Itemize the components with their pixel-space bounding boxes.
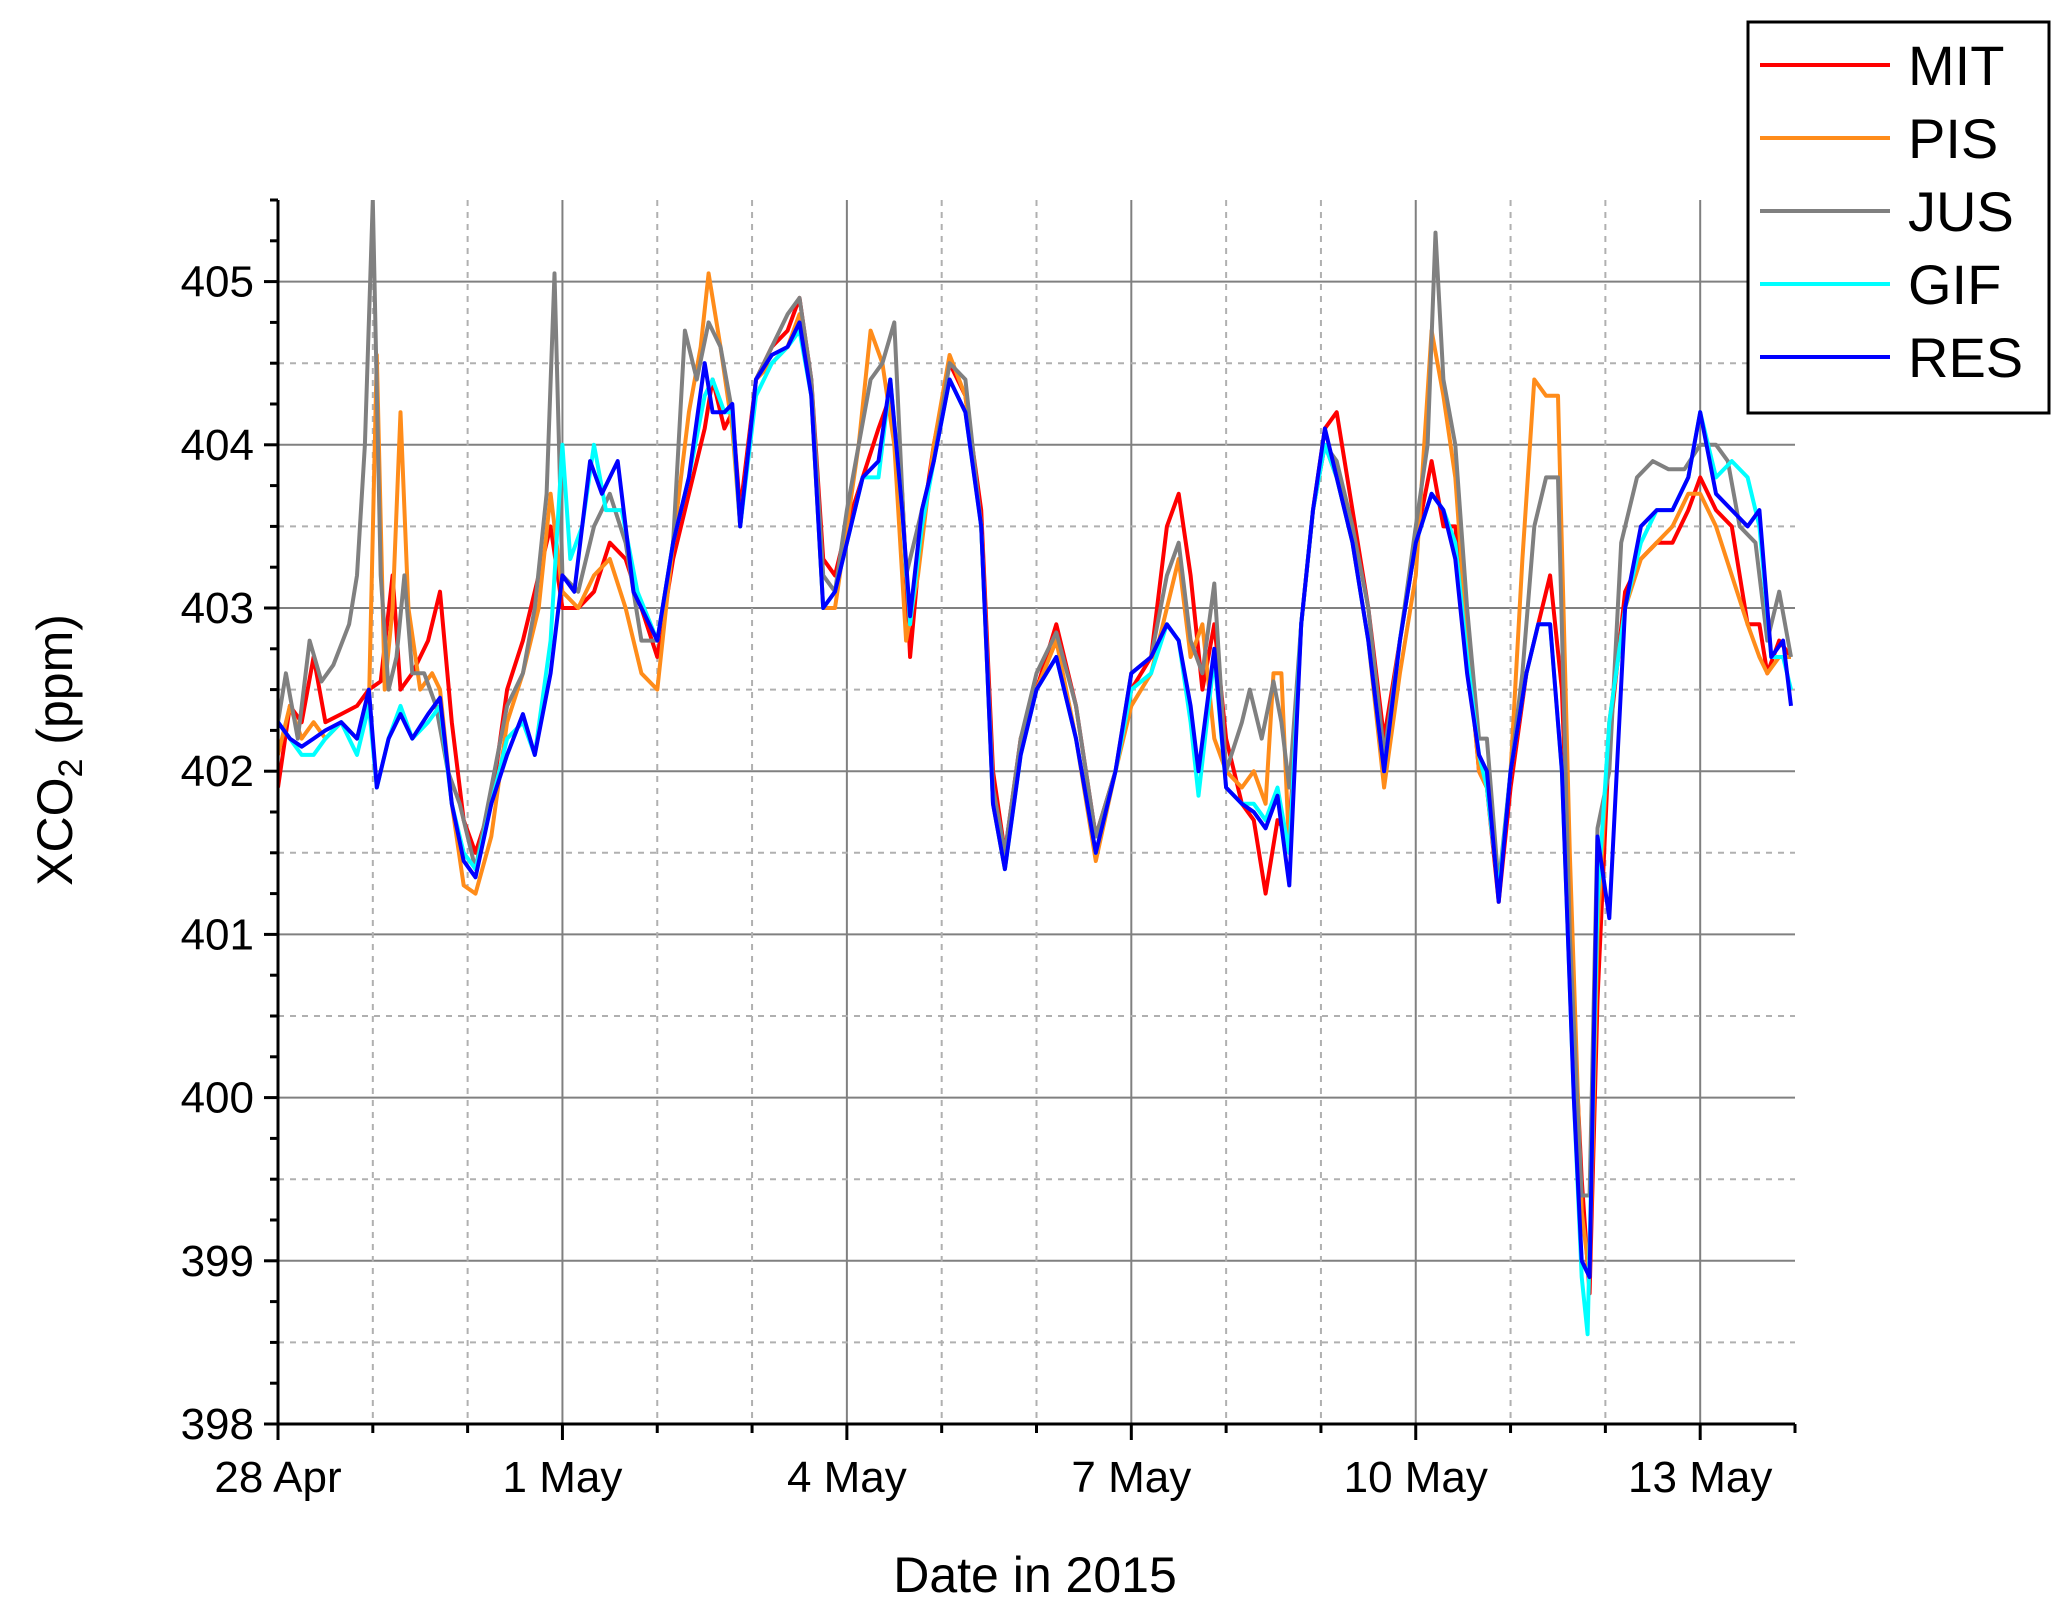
series-line-res <box>278 320 1793 1280</box>
y-axis-title: XCO2 (ppm) <box>27 614 90 886</box>
x-tick-label: 7 May <box>1071 1453 1191 1502</box>
legend-label-jus: JUS <box>1908 180 2014 243</box>
series-line-jus <box>278 200 1793 1198</box>
legend-label-res: RES <box>1908 326 2023 389</box>
legend-label-pis: PIS <box>1908 107 1998 170</box>
x-tick-label: 10 May <box>1344 1453 1488 1502</box>
legend-label-gif: GIF <box>1908 253 2001 316</box>
x-tick-label: 28 Apr <box>214 1453 341 1502</box>
y-tick-label: 399 <box>181 1237 254 1286</box>
minor-gridlines <box>278 200 1795 1424</box>
y-tick-label: 398 <box>181 1400 254 1449</box>
y-axis-title-main: XCO <box>27 778 83 886</box>
y-tick-label: 404 <box>181 421 254 470</box>
y-tick-label: 400 <box>181 1074 254 1123</box>
x-axis-title: Date in 2015 <box>893 1547 1177 1603</box>
legend-entries: MIT PIS JUS GIF RES <box>1760 34 2023 389</box>
y-tick-label: 403 <box>181 584 254 633</box>
legend: MIT PIS JUS GIF RES <box>1746 20 2051 415</box>
y-tick-label: 405 <box>181 258 254 307</box>
x-tick-labels: 28 Apr 1 May 4 May 7 May 10 May 13 May <box>214 1453 1772 1502</box>
legend-label-mit: MIT <box>1908 34 2004 97</box>
y-axis-title-unit: (ppm) <box>27 614 83 758</box>
series-lines <box>278 200 1793 1337</box>
x-tick-label: 4 May <box>787 1453 907 1502</box>
legend-box <box>1746 20 2051 415</box>
y-tick-label: 401 <box>181 910 254 959</box>
y-axis-title-subscript: 2 <box>52 759 90 778</box>
x-tick-label: 1 May <box>503 1453 623 1502</box>
y-tick-labels: 398 399 400 401 402 403 404 405 <box>181 258 254 1449</box>
x-tick-label: 13 May <box>1628 1453 1772 1502</box>
axes <box>264 198 1797 1440</box>
y-tick-label: 402 <box>181 747 254 796</box>
